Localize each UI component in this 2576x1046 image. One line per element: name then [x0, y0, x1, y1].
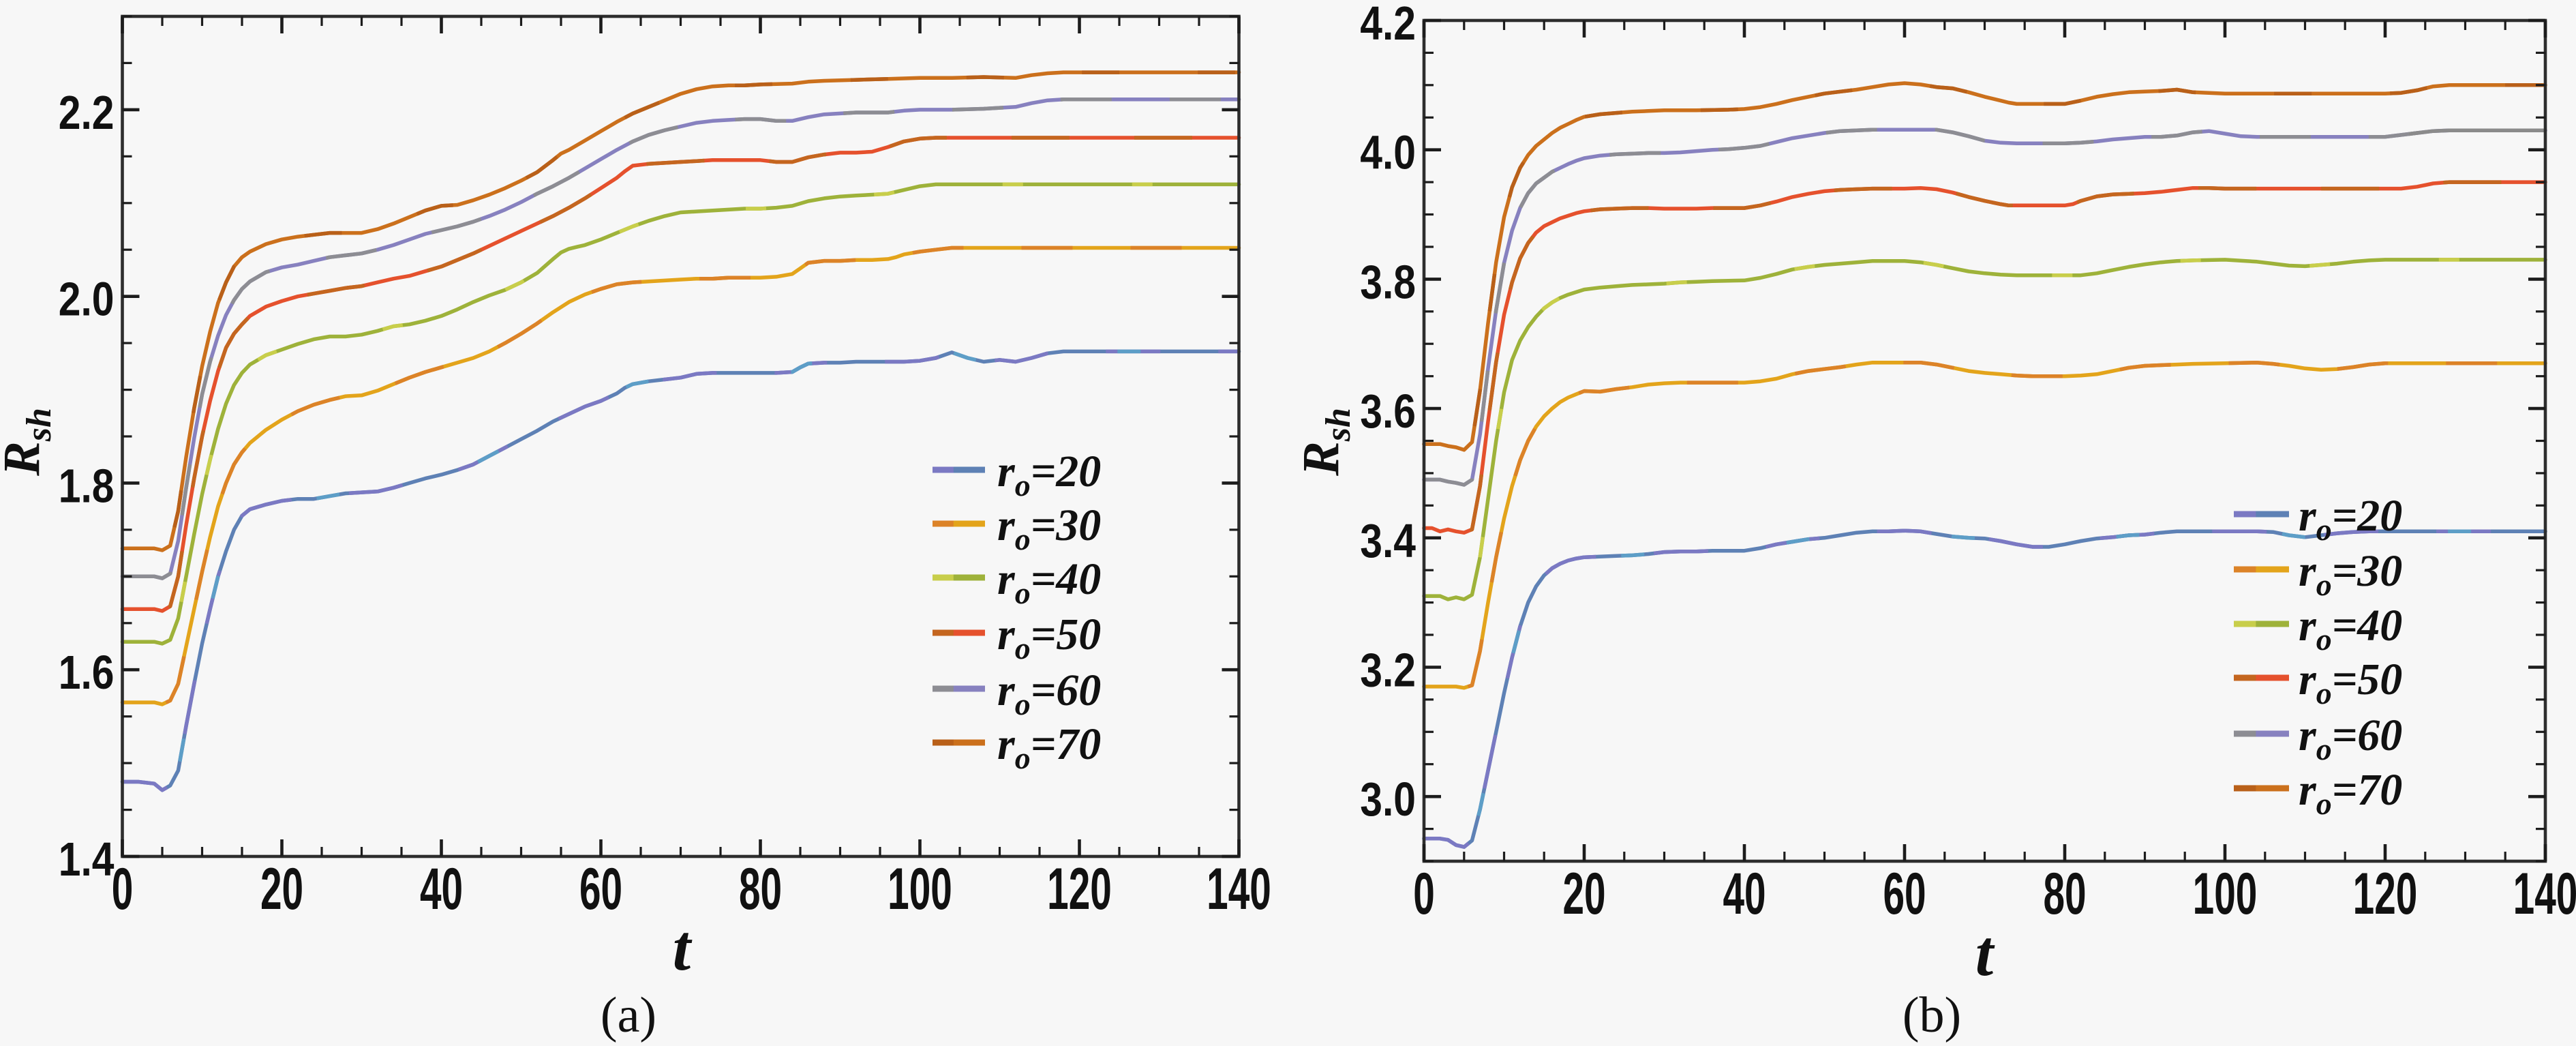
svg-text:(b): (b) — [1903, 987, 1961, 1043]
svg-text:40: 40 — [420, 856, 463, 922]
svg-text:ro=70: ro=70 — [997, 719, 1101, 775]
svg-text:4.0: 4.0 — [1360, 125, 1416, 179]
svg-text:1.8: 1.8 — [59, 459, 115, 513]
svg-text:3.4: 3.4 — [1360, 513, 1416, 567]
svg-text:ro=60: ro=60 — [2299, 711, 2402, 766]
svg-text:2.0: 2.0 — [59, 272, 115, 326]
svg-text:3.8: 3.8 — [1360, 255, 1416, 309]
svg-text:60: 60 — [1883, 861, 1926, 927]
svg-text:1.6: 1.6 — [59, 645, 115, 699]
svg-text:ro=20: ro=20 — [997, 447, 1101, 503]
svg-text:3.0: 3.0 — [1360, 772, 1416, 826]
svg-text:4.2: 4.2 — [1360, 0, 1416, 50]
svg-text:100: 100 — [2193, 861, 2258, 927]
svg-text:(a): (a) — [601, 987, 656, 1043]
svg-text:120: 120 — [1047, 856, 1112, 922]
svg-text:20: 20 — [260, 856, 303, 922]
svg-text:ro=40: ro=40 — [2299, 601, 2402, 657]
svg-text:140: 140 — [2513, 861, 2576, 927]
svg-text:80: 80 — [2043, 861, 2086, 927]
svg-text:20: 20 — [1562, 861, 1605, 927]
svg-text:ro=50: ro=50 — [2299, 655, 2402, 711]
svg-text:3.6: 3.6 — [1360, 384, 1416, 438]
svg-text:140: 140 — [1207, 856, 1271, 922]
svg-text:60: 60 — [579, 856, 622, 922]
svg-text:0: 0 — [112, 856, 134, 922]
svg-text:0: 0 — [1413, 861, 1435, 927]
svg-text:120: 120 — [2353, 861, 2418, 927]
svg-text:3.2: 3.2 — [1360, 643, 1416, 697]
svg-text:t: t — [673, 912, 693, 984]
svg-text:ro=20: ro=20 — [2299, 491, 2402, 547]
svg-text:ro=30: ro=30 — [997, 500, 1101, 556]
svg-text:t: t — [1975, 917, 1995, 989]
svg-text:80: 80 — [739, 856, 782, 922]
svg-text:100: 100 — [888, 856, 952, 922]
svg-text:ro=50: ro=50 — [997, 610, 1101, 666]
svg-text:ro=60: ro=60 — [997, 666, 1101, 721]
svg-text:2.2: 2.2 — [59, 85, 115, 139]
svg-text:ro=40: ro=40 — [997, 554, 1101, 610]
svg-text:1.4: 1.4 — [59, 832, 115, 886]
svg-text:ro=30: ro=30 — [2299, 546, 2402, 602]
svg-text:ro=70: ro=70 — [2299, 765, 2402, 821]
svg-text:40: 40 — [1723, 861, 1766, 927]
